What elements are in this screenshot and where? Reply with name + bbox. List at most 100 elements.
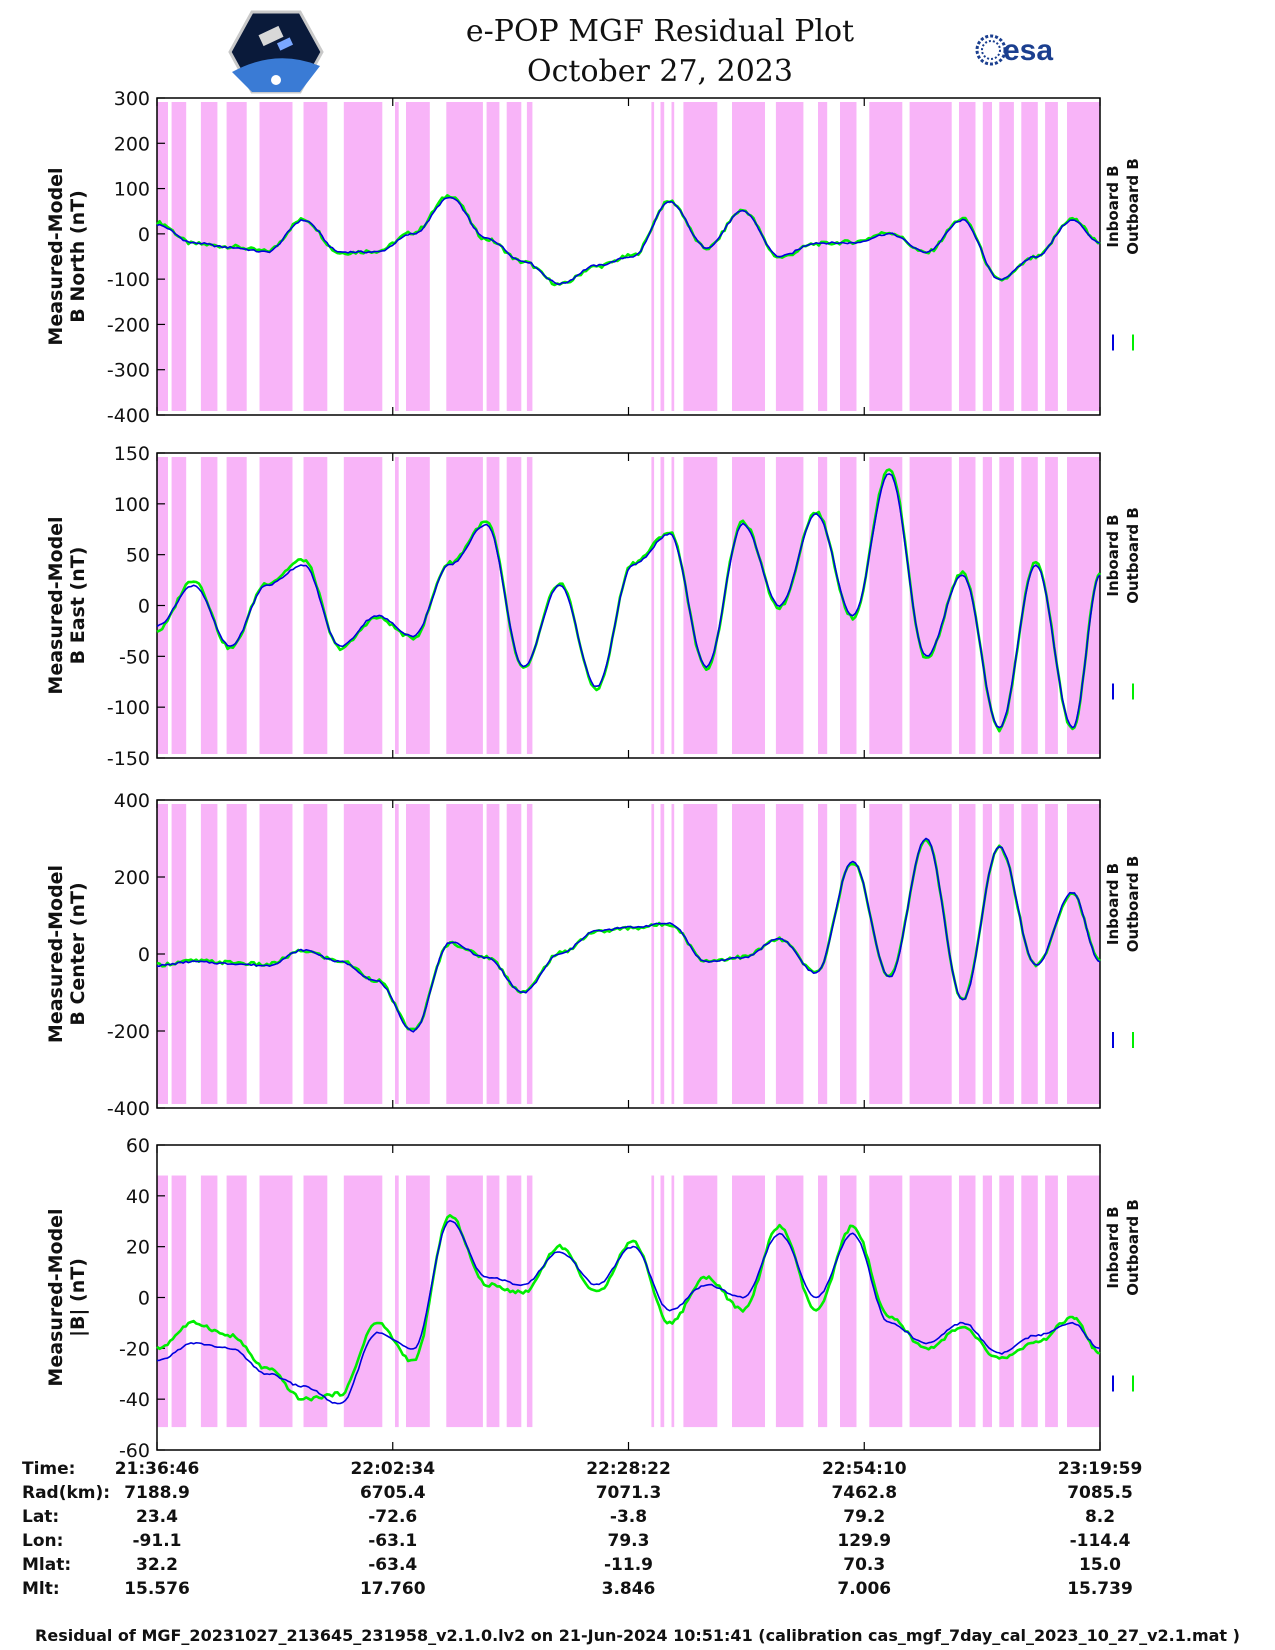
shaded-interval: [1045, 1175, 1058, 1428]
shaded-interval: [157, 102, 168, 411]
shaded-interval: [959, 102, 976, 411]
shaded-interval: [1067, 102, 1100, 411]
shaded-interval: [660, 1175, 665, 1428]
y-tick-label: 60: [126, 1135, 150, 1157]
ephemeris-value: -114.4: [1069, 1531, 1131, 1551]
ephemeris-value: 15.739: [1067, 1579, 1133, 1599]
y-tick-label: -40: [119, 1389, 150, 1411]
ephemeris-value: 15.576: [124, 1579, 190, 1599]
ephemeris-value: 7462.8: [831, 1483, 898, 1503]
shaded-interval: [506, 804, 522, 1104]
shaded-interval: [486, 102, 500, 411]
shaded-interval: [959, 1175, 976, 1428]
shaded-interval: [395, 102, 399, 411]
inboard-series-line: [156, 196, 1101, 286]
ephemeris-value: 129.9: [837, 1531, 892, 1551]
y-tick-label: -200: [107, 314, 150, 336]
shaded-interval: [406, 102, 430, 411]
shaded-interval: [982, 102, 992, 411]
plot-frame: [156, 452, 1101, 759]
y-tick-label: -300: [107, 360, 150, 382]
shaded-interval: [526, 1175, 533, 1428]
shaded-interval: [226, 102, 247, 411]
shaded-interval: [999, 102, 1014, 411]
esa-logo-icon: esa: [975, 34, 1053, 67]
inboard-series-line: [156, 1219, 1101, 1405]
ephemeris-value: 22:54:10: [821, 1459, 907, 1479]
shaded-interval: [671, 457, 675, 754]
ephemeris-row-label: Lat:: [22, 1507, 60, 1527]
shaded-interval: [683, 1175, 718, 1428]
shaded-interval: [343, 102, 383, 411]
shaded-interval: [671, 1175, 675, 1428]
legend-inboard: Inboard B: [1104, 514, 1122, 596]
ephemeris-value: 3.846: [601, 1579, 656, 1599]
shaded-interval: [660, 457, 665, 754]
legend-inboard: Inboard B: [1104, 1206, 1122, 1288]
ephemeris-value: 23.4: [136, 1507, 178, 1527]
shaded-interval: [486, 1175, 500, 1428]
shaded-interval: [226, 804, 247, 1104]
shaded-interval: [651, 102, 655, 411]
shaded-interval: [732, 102, 765, 411]
shaded-interval: [406, 457, 430, 754]
ephemeris-value: 70.3: [843, 1555, 886, 1575]
shaded-interval: [732, 1175, 765, 1428]
legend-inboard: Inboard B: [1104, 863, 1122, 945]
shaded-interval: [395, 457, 399, 754]
shaded-interval: [343, 1175, 383, 1428]
shaded-interval: [775, 1175, 804, 1428]
shaded-interval: [775, 804, 804, 1104]
inboard-series-line: [157, 837, 1101, 1033]
y-tick-label: 400: [114, 790, 150, 812]
ephemeris-value: 7.006: [837, 1579, 892, 1599]
y-axis-label: Measured-Model: [45, 167, 67, 345]
legend-outboard: Outboard B: [1124, 856, 1142, 953]
shaded-interval: [840, 1175, 857, 1428]
shaded-interval: [959, 804, 976, 1104]
shaded-interval: [486, 804, 500, 1104]
outboard-series-line: [155, 194, 1101, 287]
shaded-interval: [1045, 804, 1058, 1104]
shaded-interval: [259, 457, 293, 754]
y-tick-label: -200: [107, 1021, 150, 1043]
legend-outboard: Outboard B: [1124, 507, 1142, 604]
shaded-interval: [683, 102, 718, 411]
shaded-interval: [660, 804, 665, 1104]
y-tick-label: 0: [138, 944, 150, 966]
shaded-interval: [506, 457, 522, 754]
shaded-interval: [303, 102, 328, 411]
y-tick-label: 100: [114, 179, 150, 201]
shaded-interval: [406, 804, 430, 1104]
shaded-interval: [446, 102, 483, 411]
outboard-series-line: [156, 468, 1102, 733]
shaded-interval: [486, 457, 500, 754]
shaded-interval: [526, 457, 533, 754]
shaded-interval: [526, 804, 533, 1104]
shaded-interval: [959, 457, 976, 754]
y-axis-label: Measured-Model: [45, 865, 67, 1043]
shaded-interval: [446, 457, 483, 754]
shaded-interval: [1045, 457, 1058, 754]
shaded-interval: [651, 804, 655, 1104]
shaded-interval: [840, 804, 857, 1104]
shaded-interval: [732, 804, 765, 1104]
outboard-series-line: [156, 1214, 1101, 1402]
esa-logo-text: esa: [1003, 34, 1053, 67]
legend-outboard: Outboard B: [1124, 158, 1142, 255]
shaded-interval: [869, 457, 903, 754]
ephemeris-value: 15.0: [1079, 1555, 1121, 1575]
chart-date: October 27, 2023: [527, 54, 793, 89]
shaded-interval: [732, 457, 765, 754]
y-tick-label: 300: [114, 88, 150, 110]
shaded-interval: [909, 102, 952, 411]
shaded-interval: [171, 1175, 187, 1428]
ephemeris-value: -11.9: [604, 1555, 653, 1575]
shaded-interval: [909, 457, 952, 754]
ephemeris-value: 6705.4: [359, 1483, 426, 1503]
y-tick-label: -400: [107, 405, 150, 427]
shaded-interval: [1045, 102, 1058, 411]
shaded-interval: [343, 457, 383, 754]
cassiope-logo-icon: [228, 10, 324, 94]
